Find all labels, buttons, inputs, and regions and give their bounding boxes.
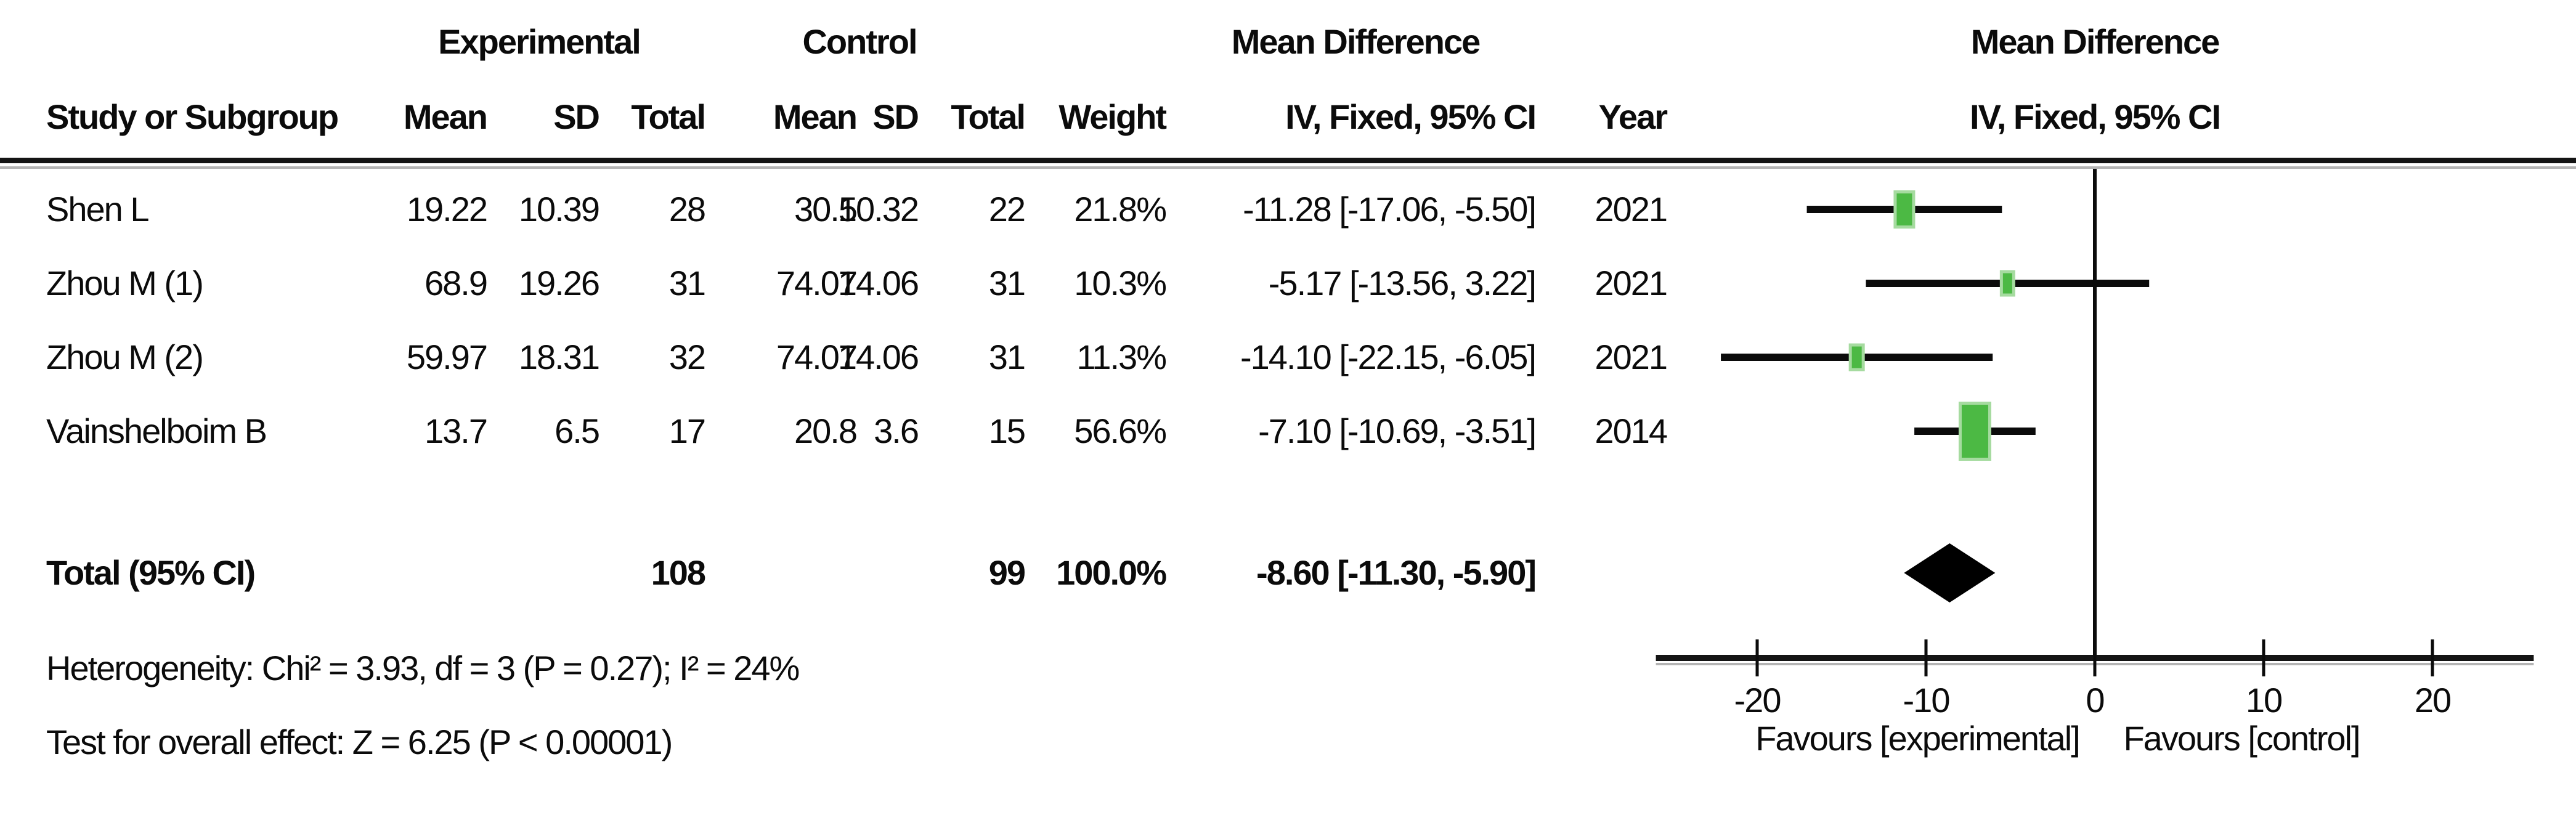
sd-control: 3.6: [874, 412, 919, 450]
col-header-mean-exp: Mean: [403, 97, 488, 136]
total-n-control: 99: [988, 553, 1026, 592]
col-header-sd-exp: SD: [553, 97, 600, 136]
total-row: Total (95% CI) 108 99 100.0% -8.60 [-11.…: [0, 536, 2576, 610]
mean-experimental: 19.22: [406, 190, 488, 229]
total-experimental: 31: [668, 264, 706, 302]
axis-tick-label: 0: [2086, 681, 2103, 720]
weight-value: 56.6%: [1074, 412, 1167, 450]
total-estimate-ci: -8.60 [-11.30, -5.90]: [1256, 553, 1537, 592]
col-header-total-exp: Total: [631, 97, 706, 136]
col-header-total-ctrl: Total: [951, 97, 1026, 136]
study-name: Shen L: [46, 190, 149, 229]
col-header-sd-ctrl: SD: [872, 97, 919, 136]
mean-experimental: 59.97: [406, 338, 488, 376]
total-n-experimental: 108: [651, 553, 706, 592]
col-header-weight: Weight: [1058, 97, 1167, 136]
total-label: Total (95% CI): [46, 553, 256, 592]
axis-tick-label: -20: [1734, 681, 1781, 720]
col-header-study: Study or Subgroup: [46, 97, 339, 136]
total-experimental: 17: [668, 412, 706, 450]
weight-value: 21.8%: [1074, 190, 1167, 229]
sd-control: 14.06: [837, 338, 919, 376]
total-experimental: 28: [668, 190, 706, 229]
overall-effect-text: Test for overall effect: Z = 6.25 (P < 0…: [46, 723, 673, 761]
total-weight: 100.0%: [1056, 553, 1167, 592]
sd-experimental: 19.26: [518, 264, 600, 302]
table-row: Vainshelboim B 13.7 6.5 17 20.8 3.6 15 5…: [0, 394, 2576, 468]
effect-square: [1999, 270, 2015, 297]
mean-experimental: 68.9: [425, 264, 488, 302]
table-row: Zhou M (1) 68.9 19.26 31 74.07 14.06 31 …: [0, 246, 2576, 320]
estimate-ci-text: -11.28 [-17.06, -5.50]: [1243, 190, 1537, 229]
axis-tick-label: -10: [1903, 681, 1949, 720]
axis-tick-label: 10: [2246, 681, 2281, 720]
header-control-group: Control: [802, 22, 917, 61]
axis-tick-label: 20: [2415, 681, 2450, 720]
header-separator-line: [0, 158, 2576, 163]
total-control: 31: [988, 264, 1026, 302]
sd-control: 10.32: [837, 190, 919, 229]
total-control: 31: [988, 338, 1026, 376]
year-value: 2014: [1595, 412, 1668, 450]
heterogeneity-text: Heterogeneity: Chi² = 3.93, df = 3 (P = …: [46, 649, 800, 687]
effect-square: [1893, 190, 1916, 229]
col-header-ivci: IV, Fixed, 95% CI: [1285, 97, 1537, 136]
mean-control: 74.07: [776, 264, 858, 302]
header-mean-difference-table: Mean Difference: [1231, 22, 1481, 61]
header-mean-difference-plot: Mean Difference: [1970, 22, 2220, 61]
mean-control: 74.07: [776, 338, 858, 376]
sd-experimental: 6.5: [555, 412, 600, 450]
col-header-year: Year: [1598, 97, 1668, 136]
col-header-mean-ctrl: Mean: [773, 97, 858, 136]
col-header-ivci-plot: IV, Fixed, 95% CI: [1970, 97, 2221, 136]
study-name: Zhou M (1): [46, 264, 204, 302]
total-experimental: 32: [668, 338, 706, 376]
total-control: 22: [988, 190, 1026, 229]
weight-value: 11.3%: [1076, 338, 1167, 376]
sd-control: 14.06: [837, 264, 919, 302]
mean-control: 30.5: [794, 190, 858, 229]
total-control: 15: [988, 412, 1026, 450]
mean-control: 20.8: [794, 412, 858, 450]
study-name: Zhou M (2): [46, 338, 204, 376]
sd-experimental: 10.39: [518, 190, 600, 229]
mean-experimental: 13.7: [425, 412, 488, 450]
year-value: 2021: [1595, 190, 1668, 229]
header-separator-shadow: [0, 166, 2576, 169]
estimate-ci-text: -7.10 [-10.69, -3.51]: [1258, 412, 1537, 450]
estimate-ci-text: -5.17 [-13.56, 3.22]: [1268, 264, 1537, 302]
favours-right-label: Favours [control]: [2123, 719, 2360, 758]
summary-diamond: [1904, 543, 1996, 602]
effect-square: [1958, 402, 1991, 461]
year-value: 2021: [1595, 264, 1668, 302]
favours-left-label: Favours [experimental]: [1755, 719, 2081, 758]
sd-experimental: 18.31: [518, 338, 600, 376]
effect-square: [1848, 343, 1865, 371]
table-row: Zhou M (2) 59.97 18.31 32 74.07 14.06 31…: [0, 320, 2576, 394]
header-experimental-group: Experimental: [438, 22, 641, 61]
year-value: 2021: [1595, 338, 1668, 376]
study-name: Vainshelboim B: [46, 412, 267, 450]
weight-value: 10.3%: [1074, 264, 1167, 302]
table-row: Shen L 19.22 10.39 28 30.5 10.32 22 21.8…: [0, 172, 2576, 246]
estimate-ci-text: -14.10 [-22.15, -6.05]: [1240, 338, 1537, 376]
